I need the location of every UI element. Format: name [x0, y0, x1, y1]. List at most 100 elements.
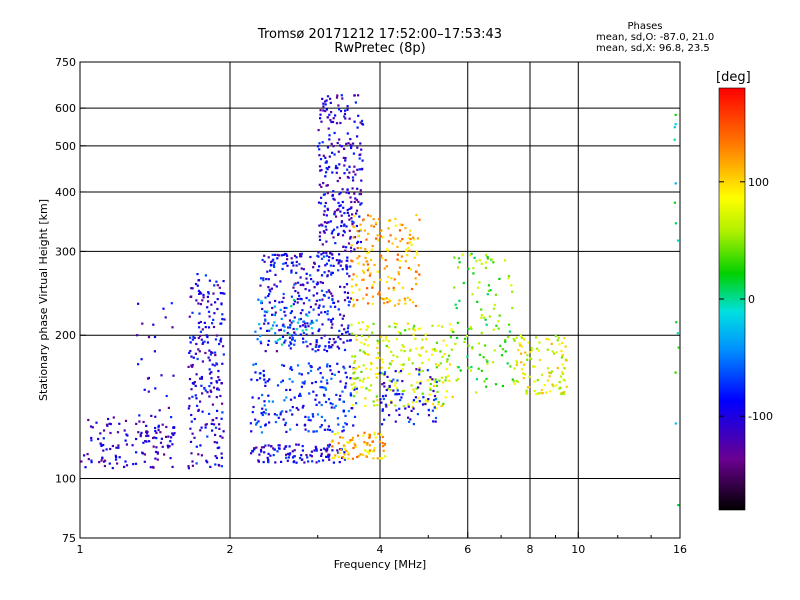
data-point: [293, 460, 296, 463]
data-point: [457, 257, 460, 260]
data-point: [324, 264, 327, 267]
data-point: [359, 153, 362, 156]
data-point: [361, 321, 364, 324]
data-point: [456, 336, 459, 340]
data-point: [193, 381, 196, 384]
data-point: [674, 182, 677, 185]
data-point: [310, 450, 313, 453]
data-point: [116, 462, 119, 465]
data-point: [149, 466, 152, 469]
data-point: [285, 453, 288, 456]
data-point: [325, 221, 329, 224]
data-point: [283, 341, 286, 344]
data-point: [401, 286, 405, 289]
data-point: [201, 342, 204, 345]
data-point: [134, 462, 138, 465]
data-point: [301, 381, 304, 384]
data-point: [324, 100, 327, 103]
data-point: [439, 362, 442, 365]
data-point: [381, 361, 384, 364]
data-point: [330, 271, 333, 274]
data-point: [282, 292, 285, 296]
data-point: [300, 267, 303, 270]
data-point: [273, 253, 276, 256]
data-point: [315, 339, 318, 342]
data-point: [384, 259, 387, 262]
data-point: [396, 245, 399, 248]
data-point: [370, 361, 373, 365]
data-point: [191, 432, 194, 435]
data-point: [554, 334, 557, 337]
data-point: [215, 441, 219, 444]
data-point: [356, 376, 359, 380]
data-point: [358, 215, 361, 218]
data-point: [315, 299, 318, 302]
data-point: [350, 206, 353, 209]
data-point: [312, 390, 315, 393]
data-point: [193, 436, 196, 439]
data-point: [202, 293, 205, 297]
data-point: [286, 254, 289, 257]
data-point: [372, 322, 375, 325]
data-point: [220, 452, 223, 455]
data-point: [320, 380, 323, 383]
data-point: [357, 234, 360, 237]
data-point: [528, 386, 531, 389]
data-point: [428, 393, 431, 396]
data-point: [493, 349, 496, 352]
data-point: [454, 342, 457, 345]
data-point: [190, 452, 193, 455]
data-point: [337, 423, 340, 426]
data-point: [530, 346, 533, 350]
data-point: [274, 340, 277, 343]
data-point: [326, 428, 329, 431]
data-point: [362, 364, 365, 367]
data-point: [188, 315, 191, 318]
data-point: [309, 255, 312, 259]
data-point: [291, 406, 294, 409]
data-point: [299, 317, 302, 321]
data-point: [219, 435, 222, 438]
data-point: [253, 447, 256, 450]
data-point: [420, 347, 423, 350]
data-point: [215, 334, 219, 337]
data-point: [295, 443, 298, 446]
data-point: [215, 380, 218, 383]
data-point: [385, 405, 388, 408]
data-point: [331, 294, 334, 298]
data-point: [385, 338, 388, 341]
data-point: [366, 442, 369, 445]
data-point: [320, 223, 323, 226]
data-point: [352, 142, 355, 145]
data-point: [346, 256, 349, 259]
data-point: [346, 188, 349, 191]
data-point: [320, 337, 323, 340]
data-point: [299, 333, 302, 336]
data-point: [318, 148, 321, 151]
data-point: [275, 324, 278, 327]
data-point: [376, 404, 379, 407]
data-point: [352, 298, 355, 301]
data-point: [447, 354, 451, 357]
data-point: [349, 246, 353, 249]
data-point: [387, 275, 390, 279]
data-point: [196, 357, 199, 361]
data-point: [322, 393, 326, 396]
data-point: [537, 349, 540, 352]
data-point: [264, 384, 267, 387]
data-point: [415, 387, 418, 390]
data-point: [209, 353, 212, 356]
data-point: [307, 460, 310, 463]
data-point: [344, 371, 347, 374]
data-point: [150, 414, 153, 417]
data-point: [341, 97, 344, 100]
data-point: [320, 289, 324, 292]
data-point: [221, 402, 224, 405]
data-point: [288, 333, 291, 336]
data-point: [504, 350, 507, 353]
data-point: [188, 397, 191, 400]
data-point: [343, 112, 347, 115]
data-point: [159, 441, 163, 444]
data-point: [533, 380, 536, 383]
data-point: [444, 396, 447, 399]
